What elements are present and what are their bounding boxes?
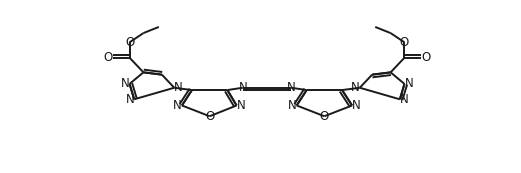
- Text: O: O: [421, 51, 431, 64]
- Text: N: N: [404, 77, 413, 90]
- Text: N: N: [400, 93, 408, 106]
- Text: O: O: [205, 110, 214, 123]
- Text: N: N: [288, 99, 296, 112]
- Text: N: N: [237, 99, 245, 112]
- Text: O: O: [125, 36, 134, 49]
- Text: N: N: [121, 77, 130, 90]
- Text: N: N: [126, 93, 134, 106]
- Text: N: N: [352, 99, 361, 112]
- Text: O: O: [320, 110, 329, 123]
- Text: O: O: [400, 36, 409, 49]
- Text: N: N: [287, 81, 295, 94]
- Text: N: N: [174, 81, 183, 94]
- Text: N: N: [173, 99, 182, 112]
- Text: O: O: [103, 51, 113, 64]
- Text: N: N: [239, 81, 247, 94]
- Text: N: N: [351, 81, 360, 94]
